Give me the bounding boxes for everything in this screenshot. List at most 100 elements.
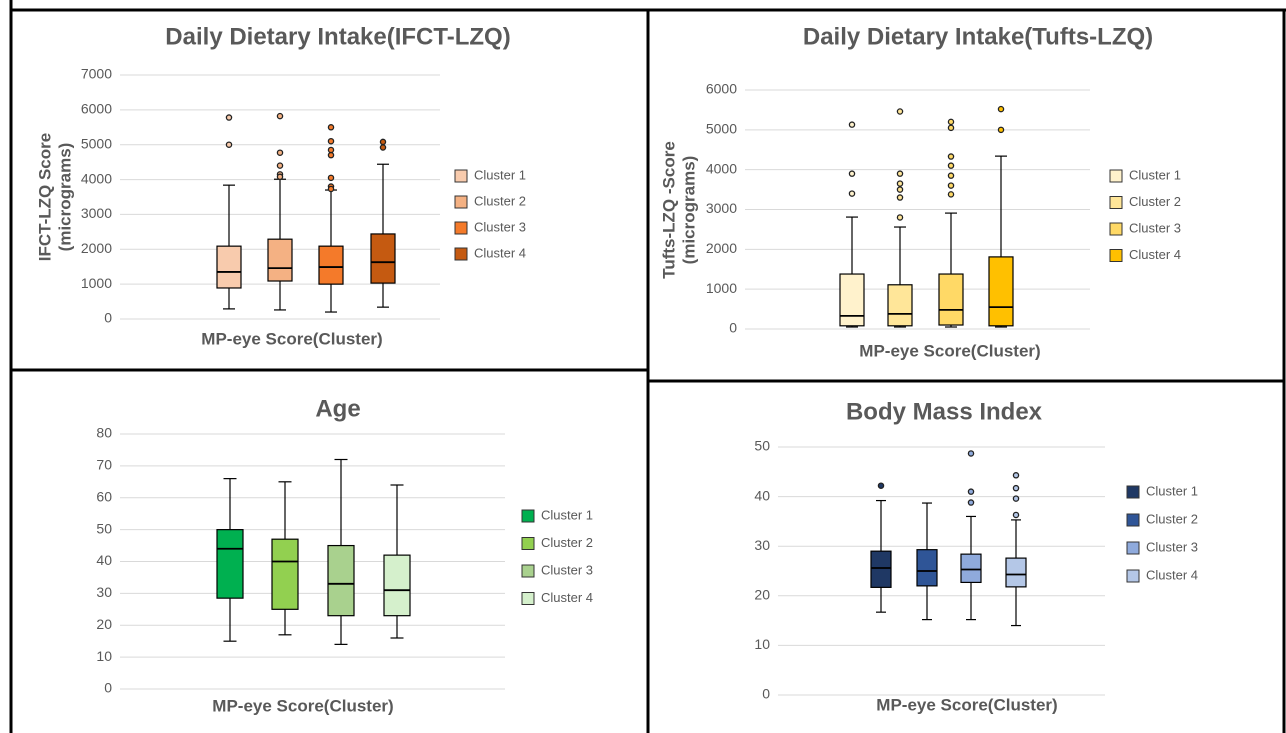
box: [267, 238, 293, 282]
chart-title: Age: [315, 395, 360, 422]
legend-label: Cluster 1: [474, 167, 526, 182]
outlier: [997, 105, 1005, 113]
outlier: [1012, 511, 1020, 519]
box: [327, 544, 355, 617]
box-group: [1005, 472, 1027, 627]
box: [318, 245, 344, 285]
y-tick-label: 10: [754, 636, 770, 652]
outlier: [896, 170, 904, 177]
outlier: [947, 182, 955, 189]
outlier: [947, 153, 955, 160]
y-tick-label: 4000: [706, 160, 737, 176]
box-group: [267, 112, 293, 311]
box: [916, 549, 938, 587]
y-tick-label: 40: [754, 487, 770, 503]
box-group: [916, 502, 938, 621]
outlier: [276, 112, 284, 120]
legend-label: Cluster 2: [541, 535, 593, 550]
legend-label: Cluster 3: [474, 219, 526, 234]
outlier: [896, 214, 904, 221]
legend-swatch: [1109, 196, 1123, 209]
outlier: [327, 185, 335, 193]
chart-title: Body Mass Index: [846, 398, 1043, 425]
legend-swatch: [1109, 222, 1123, 236]
legend-label: Cluster 4: [1146, 567, 1198, 582]
y-tick-label: 30: [96, 584, 112, 600]
legend-label: Cluster 3: [1129, 220, 1181, 235]
legend-swatch: [1126, 513, 1140, 527]
legend-swatch: [521, 592, 535, 605]
box-group: [839, 121, 865, 328]
legend-swatch: [1126, 569, 1140, 583]
x-axis-label: MP-eye Score(Cluster): [201, 329, 382, 348]
box: [216, 245, 242, 289]
outlier: [947, 191, 955, 198]
y-tick-label: 5000: [706, 121, 737, 137]
outlier: [947, 118, 955, 126]
outlier: [947, 124, 955, 132]
legend-swatch: [1126, 485, 1140, 499]
box: [887, 284, 913, 327]
y-axis-label: Tufts-LZQ -Score: [659, 141, 678, 279]
outlier: [327, 174, 335, 182]
y-tick-label: 0: [729, 320, 737, 336]
legend-swatch: [454, 221, 468, 235]
outlier: [896, 186, 904, 193]
y-tick-label: 80: [96, 425, 112, 441]
y-tick-label: 6000: [706, 81, 737, 97]
y-tick-label: 2000: [81, 240, 112, 256]
box-group: [327, 458, 355, 645]
outlier: [947, 172, 955, 179]
outlier: [1012, 472, 1020, 479]
outlier: [327, 137, 335, 145]
outlier: [967, 488, 975, 495]
y-tick-label: 1000: [81, 275, 112, 291]
outlier: [225, 114, 233, 121]
box: [870, 550, 892, 588]
legend-label: Cluster 4: [1129, 247, 1181, 262]
box-group: [870, 482, 892, 613]
legend-label: Cluster 2: [474, 193, 526, 208]
box: [1005, 557, 1027, 588]
box: [960, 553, 982, 584]
x-axis-label: MP-eye Score(Cluster): [876, 695, 1057, 714]
y-tick-label: 4000: [81, 170, 112, 186]
box-group: [271, 481, 299, 636]
outlier: [1012, 484, 1020, 492]
y-tick-label: 5000: [81, 135, 112, 151]
legend-swatch: [521, 509, 535, 523]
y-axis-label: IFCT-LZQ Score: [35, 133, 54, 261]
outlier: [997, 126, 1005, 134]
outlier: [379, 144, 387, 151]
box-group: [938, 118, 964, 328]
y-axis-label: (micrograms): [55, 143, 74, 252]
legend-label: Cluster 1: [1146, 483, 1198, 498]
y-tick-label: 1000: [706, 280, 737, 296]
y-tick-label: 0: [104, 310, 112, 326]
outlier: [1012, 495, 1020, 502]
outlier: [896, 194, 904, 201]
outlier: [967, 450, 975, 457]
box-group: [318, 124, 344, 313]
legend-swatch: [521, 537, 535, 550]
panel-borders: [9, 0, 1286, 733]
y-tick-label: 50: [96, 520, 112, 536]
y-tick-label: 70: [96, 457, 112, 473]
box: [216, 529, 244, 599]
outlier: [225, 141, 233, 148]
outlier: [379, 138, 387, 146]
legend-label: Cluster 1: [541, 507, 593, 522]
chart-title: Daily Dietary Intake(IFCT-LZQ): [165, 23, 510, 50]
legend-swatch: [454, 195, 468, 209]
legend-swatch: [1126, 541, 1140, 555]
y-tick-label: 7000: [81, 66, 112, 82]
box-group: [988, 105, 1014, 328]
box-group: [216, 478, 244, 642]
y-tick-label: 30: [754, 537, 770, 553]
y-axis-label: (micrograms): [679, 156, 698, 265]
y-tick-label: 60: [96, 488, 112, 504]
box: [383, 554, 411, 617]
legend-swatch: [454, 169, 468, 183]
y-tick-label: 3000: [81, 205, 112, 221]
legend-label: Cluster 4: [474, 245, 526, 260]
